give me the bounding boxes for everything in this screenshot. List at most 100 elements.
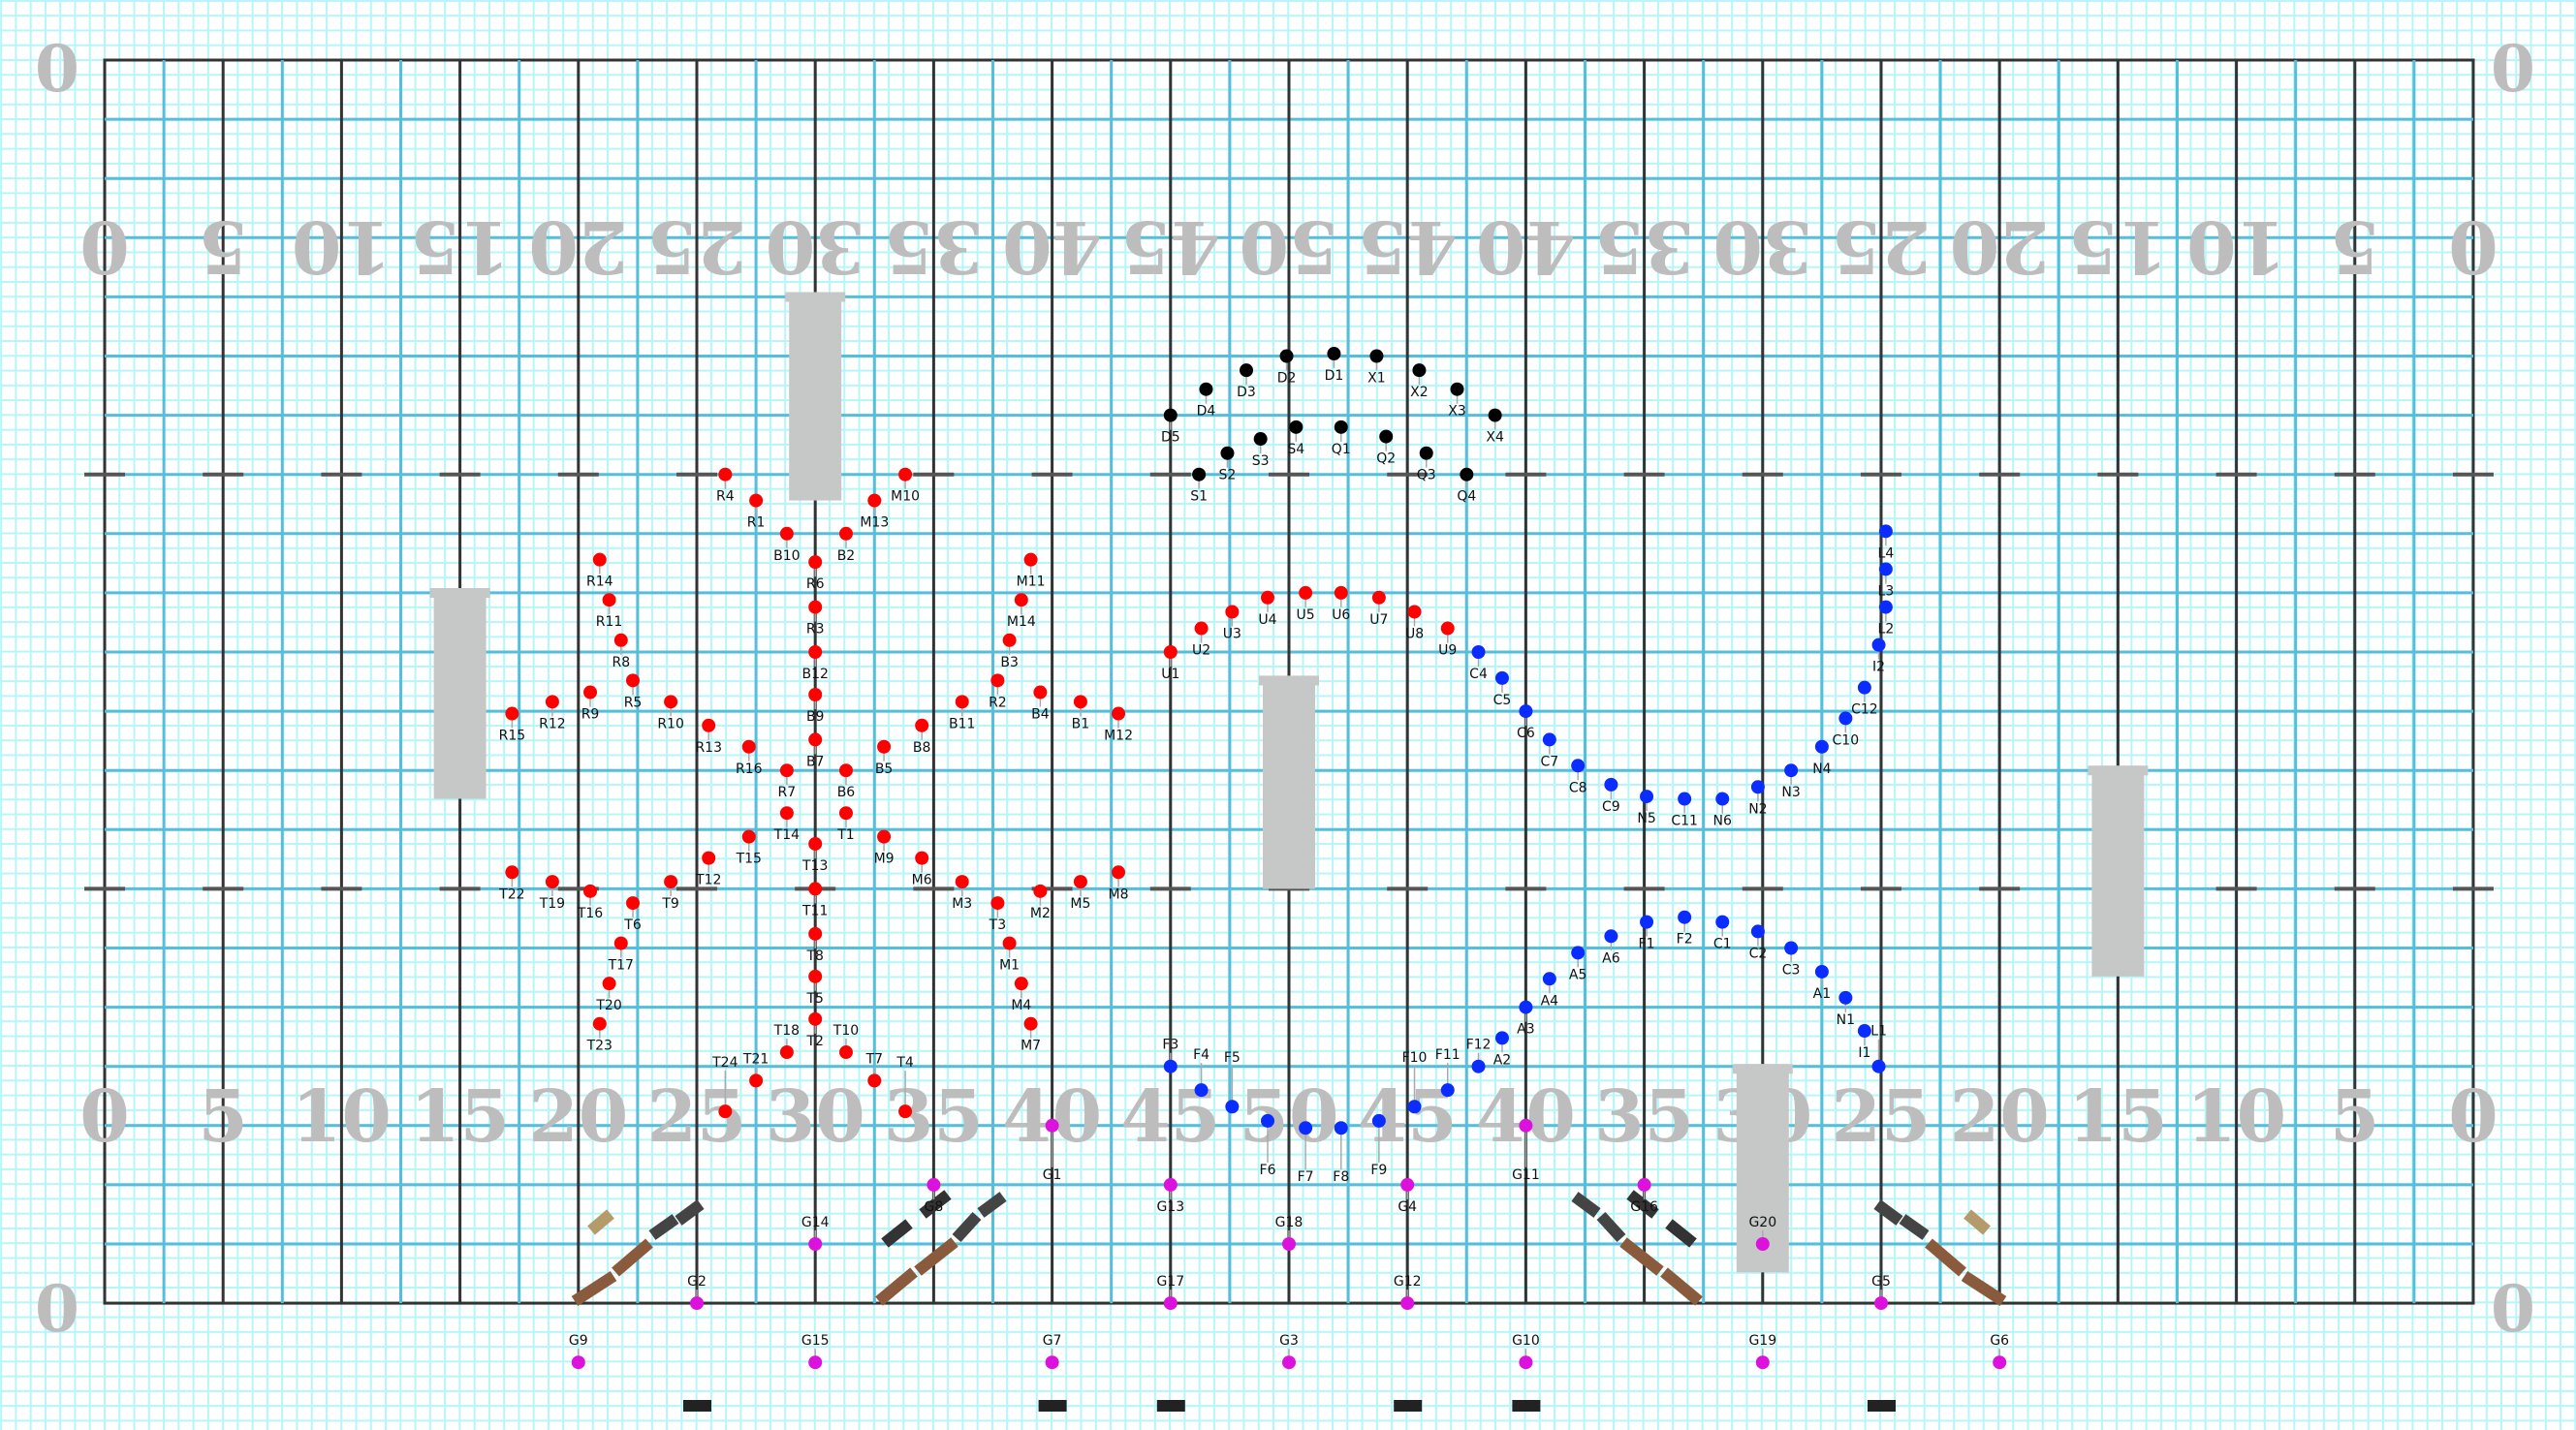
- marcher-dot[interactable]: [1225, 605, 1240, 619]
- marcher-dot[interactable]: [1878, 562, 1893, 576]
- marcher[interactable]: N3: [1781, 763, 1801, 800]
- marcher-dot[interactable]: [1045, 1118, 1059, 1133]
- marcher-dot[interactable]: [808, 687, 823, 701]
- marcher-dot[interactable]: [808, 600, 823, 614]
- marcher[interactable]: U7: [1369, 590, 1388, 628]
- marcher[interactable]: R4: [716, 467, 735, 505]
- marcher[interactable]: G14: [801, 1215, 830, 1251]
- marcher-dot[interactable]: [1163, 645, 1178, 659]
- marcher[interactable]: A2: [1493, 1031, 1511, 1068]
- marcher[interactable]: C7: [1540, 732, 1558, 769]
- marcher-dot[interactable]: [1407, 605, 1422, 619]
- marcher-dot[interactable]: [1225, 1100, 1240, 1114]
- marcher[interactable]: G11: [1512, 1118, 1540, 1183]
- marcher-dot[interactable]: [1440, 621, 1455, 636]
- marcher[interactable]: T24: [711, 1055, 738, 1119]
- marcher[interactable]: A1: [1813, 964, 1831, 1002]
- marcher[interactable]: M10: [891, 467, 920, 505]
- marcher-dot[interactable]: [1282, 1237, 1296, 1251]
- marcher-dot[interactable]: [808, 1011, 823, 1026]
- marcher-dot[interactable]: [1494, 670, 1509, 685]
- marcher-dot[interactable]: [1073, 695, 1087, 709]
- marcher[interactable]: C12: [1851, 680, 1878, 718]
- marcher-dot[interactable]: [1519, 1118, 1533, 1133]
- marcher[interactable]: L4: [1878, 524, 1895, 561]
- marcher-dot[interactable]: [741, 829, 756, 844]
- marcher[interactable]: R6: [806, 555, 825, 592]
- marcher-dot[interactable]: [1334, 585, 1348, 600]
- marcher-dot[interactable]: [1002, 633, 1017, 647]
- marcher[interactable]: U8: [1405, 605, 1424, 641]
- marcher-dot[interactable]: [1163, 1059, 1178, 1073]
- marcher[interactable]: T6: [623, 896, 642, 933]
- marcher[interactable]: G8: [925, 1177, 944, 1215]
- marcher-dot[interactable]: [702, 851, 716, 865]
- marcher[interactable]: B9: [806, 687, 825, 725]
- marcher-dot[interactable]: [1045, 1355, 1059, 1370]
- marcher[interactable]: G12: [1394, 1274, 1422, 1311]
- marcher[interactable]: R15: [499, 706, 526, 744]
- marcher[interactable]: F12: [1466, 1038, 1492, 1073]
- marcher[interactable]: T18: [773, 1023, 800, 1060]
- marcher[interactable]: R16: [736, 739, 763, 777]
- marcher-dot[interactable]: [1220, 446, 1235, 460]
- marcher[interactable]: G10: [1512, 1333, 1540, 1370]
- marcher[interactable]: C5: [1493, 670, 1512, 708]
- marcher[interactable]: T1: [836, 806, 855, 843]
- marcher[interactable]: M11: [1017, 552, 1046, 590]
- marcher[interactable]: C3: [1782, 941, 1801, 979]
- marcher[interactable]: T8: [805, 926, 824, 964]
- marcher-dot[interactable]: [602, 977, 616, 991]
- marcher-dot[interactable]: [1379, 429, 1394, 444]
- marcher[interactable]: T9: [661, 875, 679, 912]
- marcher[interactable]: F1: [1639, 915, 1655, 952]
- marcher-dot[interactable]: [718, 467, 733, 482]
- marcher[interactable]: B2: [837, 526, 856, 564]
- marcher[interactable]: R2: [989, 673, 1007, 710]
- marcher[interactable]: M1: [999, 936, 1020, 974]
- marcher-dot[interactable]: [990, 673, 1005, 688]
- marcher[interactable]: M8: [1109, 865, 1129, 902]
- marcher[interactable]: M2: [1030, 884, 1051, 921]
- marcher-dot[interactable]: [1488, 408, 1502, 422]
- marcher[interactable]: M4: [1011, 977, 1031, 1013]
- marcher[interactable]: M7: [1021, 1016, 1041, 1054]
- marcher-dot[interactable]: [749, 1073, 764, 1088]
- marcher[interactable]: X2: [1410, 363, 1429, 400]
- marcher[interactable]: G7: [1043, 1333, 1062, 1370]
- marcher[interactable]: F10: [1402, 1050, 1428, 1114]
- marcher-dot[interactable]: [1112, 865, 1126, 880]
- marcher[interactable]: T21: [742, 1051, 769, 1088]
- marcher[interactable]: X3: [1448, 382, 1466, 420]
- marcher-dot[interactable]: [1471, 1059, 1486, 1073]
- marcher[interactable]: B4: [1031, 685, 1050, 723]
- marcher-dot[interactable]: [592, 552, 607, 567]
- marcher[interactable]: U5: [1297, 585, 1315, 623]
- marcher[interactable]: X1: [1367, 349, 1386, 387]
- marcher[interactable]: I2: [1871, 637, 1886, 675]
- marcher-dot[interactable]: [915, 851, 929, 865]
- marcher-dot[interactable]: [718, 1104, 733, 1119]
- marcher-dot[interactable]: [1282, 1355, 1296, 1370]
- marcher-dot[interactable]: [1878, 524, 1893, 539]
- marcher-dot[interactable]: [1014, 593, 1028, 607]
- marcher[interactable]: G2: [687, 1274, 707, 1311]
- marcher[interactable]: U6: [1332, 585, 1350, 623]
- marcher[interactable]: F5: [1224, 1050, 1241, 1114]
- marcher-dot[interactable]: [779, 763, 794, 778]
- marcher-dot[interactable]: [808, 732, 823, 747]
- marcher-dot[interactable]: [1407, 1100, 1422, 1114]
- marcher[interactable]: U9: [1438, 621, 1457, 659]
- marcher-dot[interactable]: [1878, 600, 1893, 614]
- marcher[interactable]: B10: [773, 526, 801, 564]
- marcher[interactable]: D2: [1277, 349, 1297, 387]
- marcher-dot[interactable]: [808, 969, 823, 983]
- marcher-dot[interactable]: [1289, 420, 1304, 434]
- marcher-dot[interactable]: [1604, 929, 1618, 944]
- marcher-dot[interactable]: [1542, 972, 1556, 986]
- marcher[interactable]: B3: [1000, 633, 1019, 670]
- marcher[interactable]: T15: [736, 829, 762, 867]
- marcher-dot[interactable]: [808, 555, 823, 570]
- marcher-dot[interactable]: [1400, 1296, 1415, 1311]
- marcher-dot[interactable]: [1199, 382, 1213, 396]
